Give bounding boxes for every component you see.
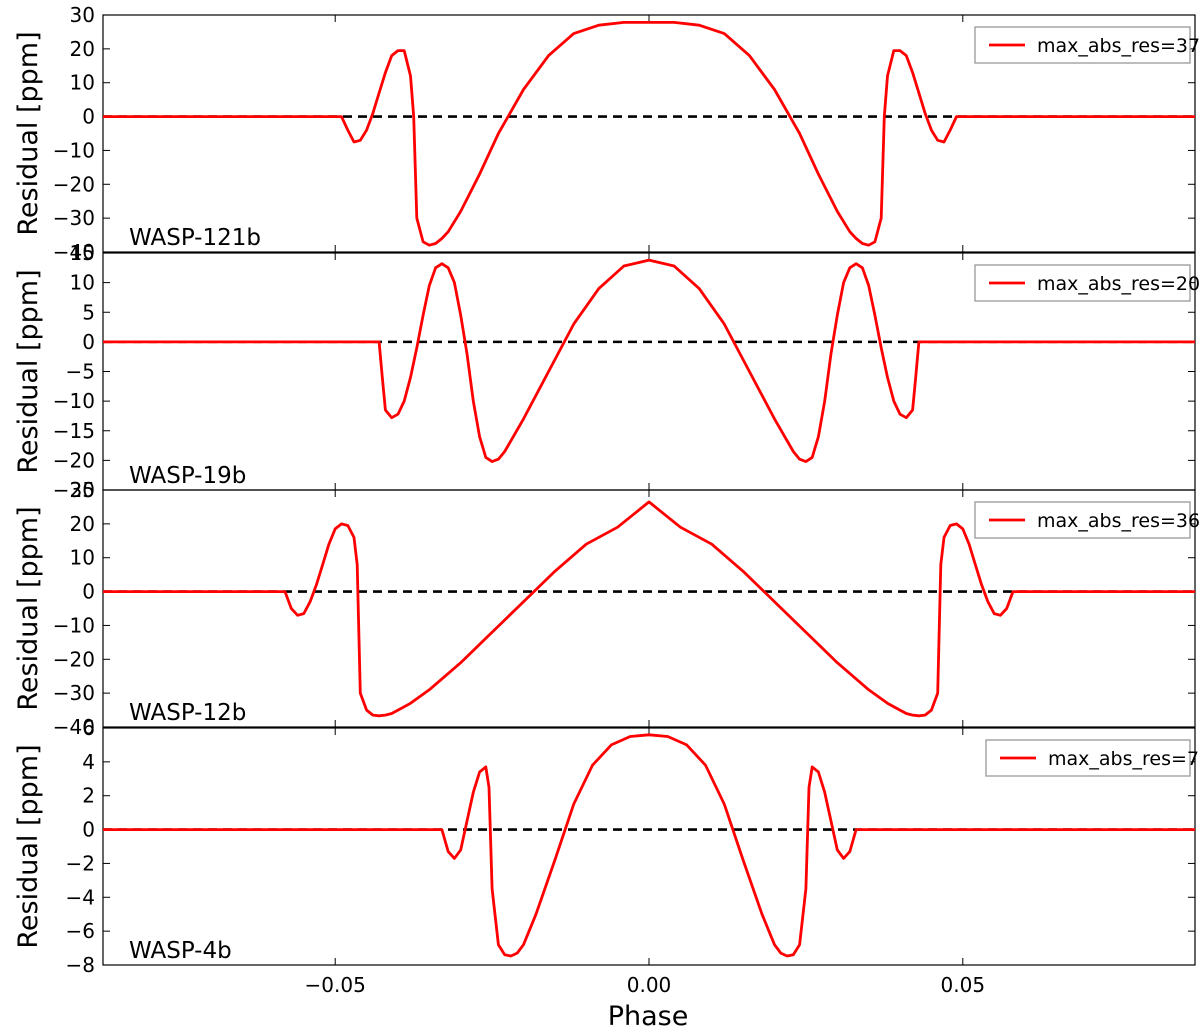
panel-3: −40 −30 −20 −10 0 10 20 30 Residual [ppm] WASP-12…: [13, 478, 1200, 739]
y-tick-label: −10: [53, 613, 95, 637]
x-tick-label: −0.05: [305, 973, 366, 997]
y-tick-label: 15: [70, 241, 95, 265]
y-tick-label: 20: [70, 37, 95, 61]
y-tick-label: −4: [66, 885, 95, 909]
y-tick-label: −6: [66, 919, 95, 943]
y-axis-label: Residual [ppm]: [13, 744, 44, 948]
y-tick-label: 30: [70, 478, 95, 502]
y-tick-label: −8: [66, 953, 95, 977]
x-axis-label: Phase: [608, 1001, 689, 1032]
panel-planet-name: WASP-4b: [129, 938, 232, 964]
panel-planet-name: WASP-19b: [129, 463, 246, 489]
y-tick-label: 0: [82, 580, 95, 604]
y-axis-label: Residual [ppm]: [13, 269, 44, 473]
legend-label: max_abs_res=20.24: [1037, 273, 1200, 295]
residual-series-line: [103, 20, 1195, 247]
residual-series-line: [103, 258, 1195, 464]
residual-series-line: [103, 733, 1195, 958]
y-tick-label: −20: [53, 647, 95, 671]
y-tick-label: −25: [53, 478, 95, 502]
y-tick-label: 0: [82, 330, 95, 354]
y-tick-label: 10: [70, 546, 95, 570]
x-tick-label: 0.00: [627, 973, 672, 997]
panel-1: −40 −30 −20 −10 0 10 20 30 Residual [ppm] WASP-12…: [13, 3, 1200, 264]
residual-series-line: [103, 500, 1195, 718]
legend-label: max_abs_res=37.95: [1037, 35, 1200, 57]
panel-planet-name: WASP-12b: [129, 700, 246, 726]
y-tick-label: −20: [53, 448, 95, 472]
y-tick-label: −15: [53, 419, 95, 443]
y-tick-label: 6: [82, 716, 95, 740]
y-tick-label: 30: [70, 3, 95, 27]
y-tick-label: −10: [53, 389, 95, 413]
y-tick-label: 5: [82, 300, 95, 324]
y-tick-label: −2: [66, 851, 95, 875]
legend-label: max_abs_res=36.73: [1037, 510, 1200, 532]
y-tick-label: −20: [53, 172, 95, 196]
y-tick-label: 20: [70, 512, 95, 536]
panel-2: −25 −20 −15 −10 −5 0 5 10 15 Residual [ppm] WASP-1…: [13, 241, 1200, 502]
panel-4: −8 −6 −4 −2 0 2 4 6 −0.05 0.00 0.05 Residual [ppm] W…: [13, 716, 1200, 997]
panel-planet-name: WASP-121b: [129, 225, 261, 251]
y-tick-label: −40: [53, 715, 95, 739]
y-axis-label: Residual [ppm]: [13, 31, 44, 235]
y-tick-label: −30: [53, 681, 95, 705]
legend-label: max_abs_res=7.47: [1048, 748, 1200, 770]
y-tick-label: 10: [70, 271, 95, 295]
y-tick-label: −40: [53, 240, 95, 264]
y-axis-label: Residual [ppm]: [13, 506, 44, 710]
y-tick-label: 4: [82, 750, 95, 774]
y-tick-label: 2: [82, 784, 95, 808]
x-tick-label: 0.05: [941, 973, 986, 997]
y-tick-label: 0: [82, 818, 95, 842]
y-tick-label: −10: [53, 138, 95, 162]
y-tick-label: 0: [82, 105, 95, 129]
y-tick-label: −5: [66, 360, 95, 384]
y-tick-label: −30: [53, 206, 95, 230]
y-tick-label: 10: [70, 71, 95, 95]
